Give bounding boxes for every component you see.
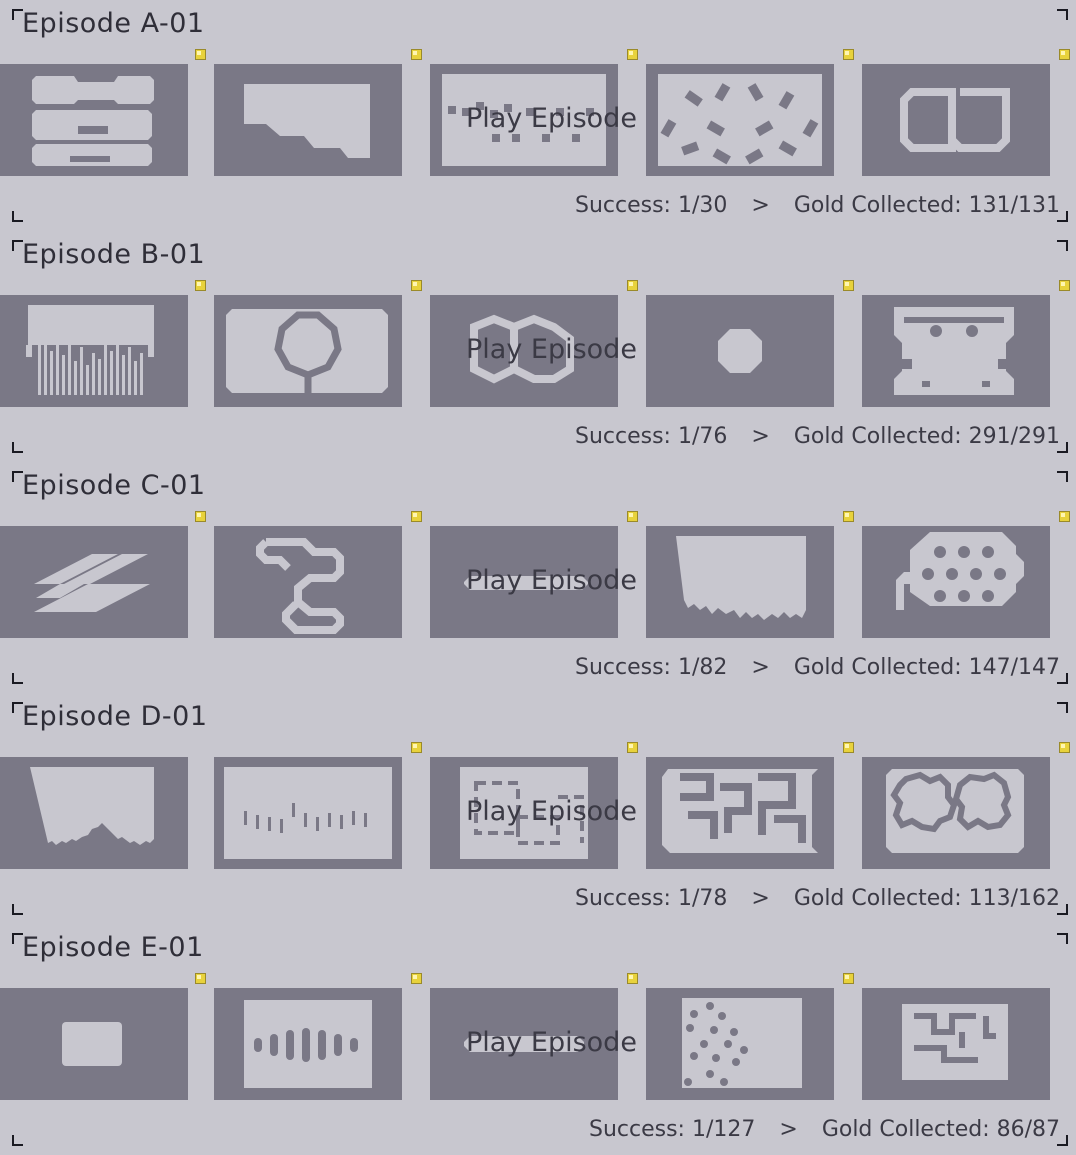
frame-corner: [1057, 904, 1068, 915]
gold-marker-icon: [411, 511, 422, 522]
level-thumbnail[interactable]: [646, 526, 834, 638]
gold-marker-icon: [843, 973, 854, 984]
chevron-right-icon: >: [751, 655, 770, 680]
level-thumbnail[interactable]: [862, 757, 1050, 869]
episode-title: Episode C-01: [22, 470, 206, 501]
frame-corner: [12, 240, 23, 251]
gold-marker-icon: [843, 742, 854, 753]
gold-marker-icon: [627, 49, 638, 60]
gold-marker-icon: [1059, 49, 1070, 60]
gold-marker-icon: [195, 49, 206, 60]
gold-marker-icon: [411, 280, 422, 291]
level-thumbnail[interactable]: [0, 988, 188, 1100]
frame-corner: [1057, 1135, 1068, 1146]
episode-row: Episode E-01 Play Episode Success: 1/127…: [0, 924, 1076, 1155]
gold-marker-icon: [627, 742, 638, 753]
episode-stats: Success: 1/76 > Gold Collected: 291/291: [575, 424, 1060, 449]
episode-row: Episode C-01 Play Episode Success: 1/82 …: [0, 462, 1076, 693]
success-count: Success: 1/30: [575, 193, 728, 218]
level-thumbnail[interactable]: [214, 988, 402, 1100]
gold-marker-icon: [627, 280, 638, 291]
gold-marker-icon: [411, 742, 422, 753]
episode-title: Episode B-01: [22, 239, 206, 270]
level-thumbnail[interactable]: [862, 295, 1050, 407]
level-thumbnail[interactable]: [430, 526, 618, 638]
gold-collected: Gold Collected: 113/162: [793, 886, 1060, 911]
frame-corner: [12, 211, 23, 222]
level-thumbnail[interactable]: [430, 64, 618, 176]
level-thumbnail[interactable]: [214, 295, 402, 407]
level-thumbnail[interactable]: [0, 526, 188, 638]
gold-marker-icon: [843, 280, 854, 291]
gold-marker-icon: [843, 49, 854, 60]
episode-title: Episode A-01: [22, 8, 205, 39]
level-thumbnail[interactable]: [646, 64, 834, 176]
gold-marker-icon: [627, 511, 638, 522]
level-thumbnail[interactable]: [430, 295, 618, 407]
success-count: Success: 1/76: [575, 424, 728, 449]
gold-collected: Gold Collected: 131/131: [793, 193, 1060, 218]
episode-stats: Success: 1/30 > Gold Collected: 131/131: [575, 193, 1060, 218]
episode-stats: Success: 1/127 > Gold Collected: 86/87: [589, 1117, 1060, 1142]
episode-stats: Success: 1/82 > Gold Collected: 147/147: [575, 655, 1060, 680]
frame-corner: [12, 673, 23, 684]
level-thumbnail[interactable]: [646, 988, 834, 1100]
frame-corner: [1057, 933, 1068, 944]
level-thumbnail[interactable]: [862, 988, 1050, 1100]
frame-corner: [1057, 442, 1068, 453]
gold-collected: Gold Collected: 291/291: [793, 424, 1060, 449]
success-count: Success: 1/127: [589, 1117, 756, 1142]
level-thumbnail[interactable]: [0, 64, 188, 176]
frame-corner: [12, 442, 23, 453]
gold-marker-icon: [627, 973, 638, 984]
episode-row: Episode A-01 Play Episode Success: 1/30 …: [0, 0, 1076, 231]
gold-marker-icon: [195, 973, 206, 984]
frame-corner: [12, 904, 23, 915]
frame-corner: [1057, 702, 1068, 713]
episode-stats: Success: 1/78 > Gold Collected: 113/162: [575, 886, 1060, 911]
level-thumbnail[interactable]: [862, 526, 1050, 638]
level-thumbnail[interactable]: [0, 295, 188, 407]
gold-marker-icon: [195, 511, 206, 522]
episode-row: Episode D-01 Play Episode Success: 1/78 …: [0, 693, 1076, 924]
level-thumbnail[interactable]: [862, 64, 1050, 176]
chevron-right-icon: >: [751, 424, 770, 449]
level-thumbnail[interactable]: [646, 757, 834, 869]
gold-collected: Gold Collected: 86/87: [821, 1117, 1060, 1142]
level-thumbnail[interactable]: [214, 64, 402, 176]
frame-corner: [12, 702, 23, 713]
gold-marker-icon: [1059, 742, 1070, 753]
episode-title: Episode E-01: [22, 932, 204, 963]
gold-marker-icon: [1059, 511, 1070, 522]
gold-marker-icon: [1059, 280, 1070, 291]
episode-row: Episode B-01 Play Episode Success: 1/76 …: [0, 231, 1076, 462]
frame-corner: [12, 9, 23, 20]
success-count: Success: 1/82: [575, 655, 728, 680]
frame-corner: [1057, 211, 1068, 222]
chevron-right-icon: >: [751, 193, 770, 218]
chevron-right-icon: >: [779, 1117, 798, 1142]
chevron-right-icon: >: [751, 886, 770, 911]
gold-marker-icon: [411, 973, 422, 984]
level-thumbnail[interactable]: [214, 526, 402, 638]
frame-corner: [1057, 471, 1068, 482]
level-thumbnail[interactable]: [430, 988, 618, 1100]
level-thumbnail[interactable]: [646, 295, 834, 407]
level-thumbnail[interactable]: [0, 757, 188, 869]
level-thumbnail[interactable]: [430, 757, 618, 869]
frame-corner: [1057, 673, 1068, 684]
gold-marker-icon: [195, 280, 206, 291]
frame-corner: [12, 933, 23, 944]
frame-corner: [1057, 9, 1068, 20]
frame-corner: [12, 471, 23, 482]
frame-corner: [12, 1135, 23, 1146]
gold-marker-icon: [411, 49, 422, 60]
level-thumbnail[interactable]: [214, 757, 402, 869]
success-count: Success: 1/78: [575, 886, 728, 911]
frame-corner: [1057, 240, 1068, 251]
gold-marker-icon: [843, 511, 854, 522]
episode-title: Episode D-01: [22, 701, 208, 732]
gold-collected: Gold Collected: 147/147: [793, 655, 1060, 680]
